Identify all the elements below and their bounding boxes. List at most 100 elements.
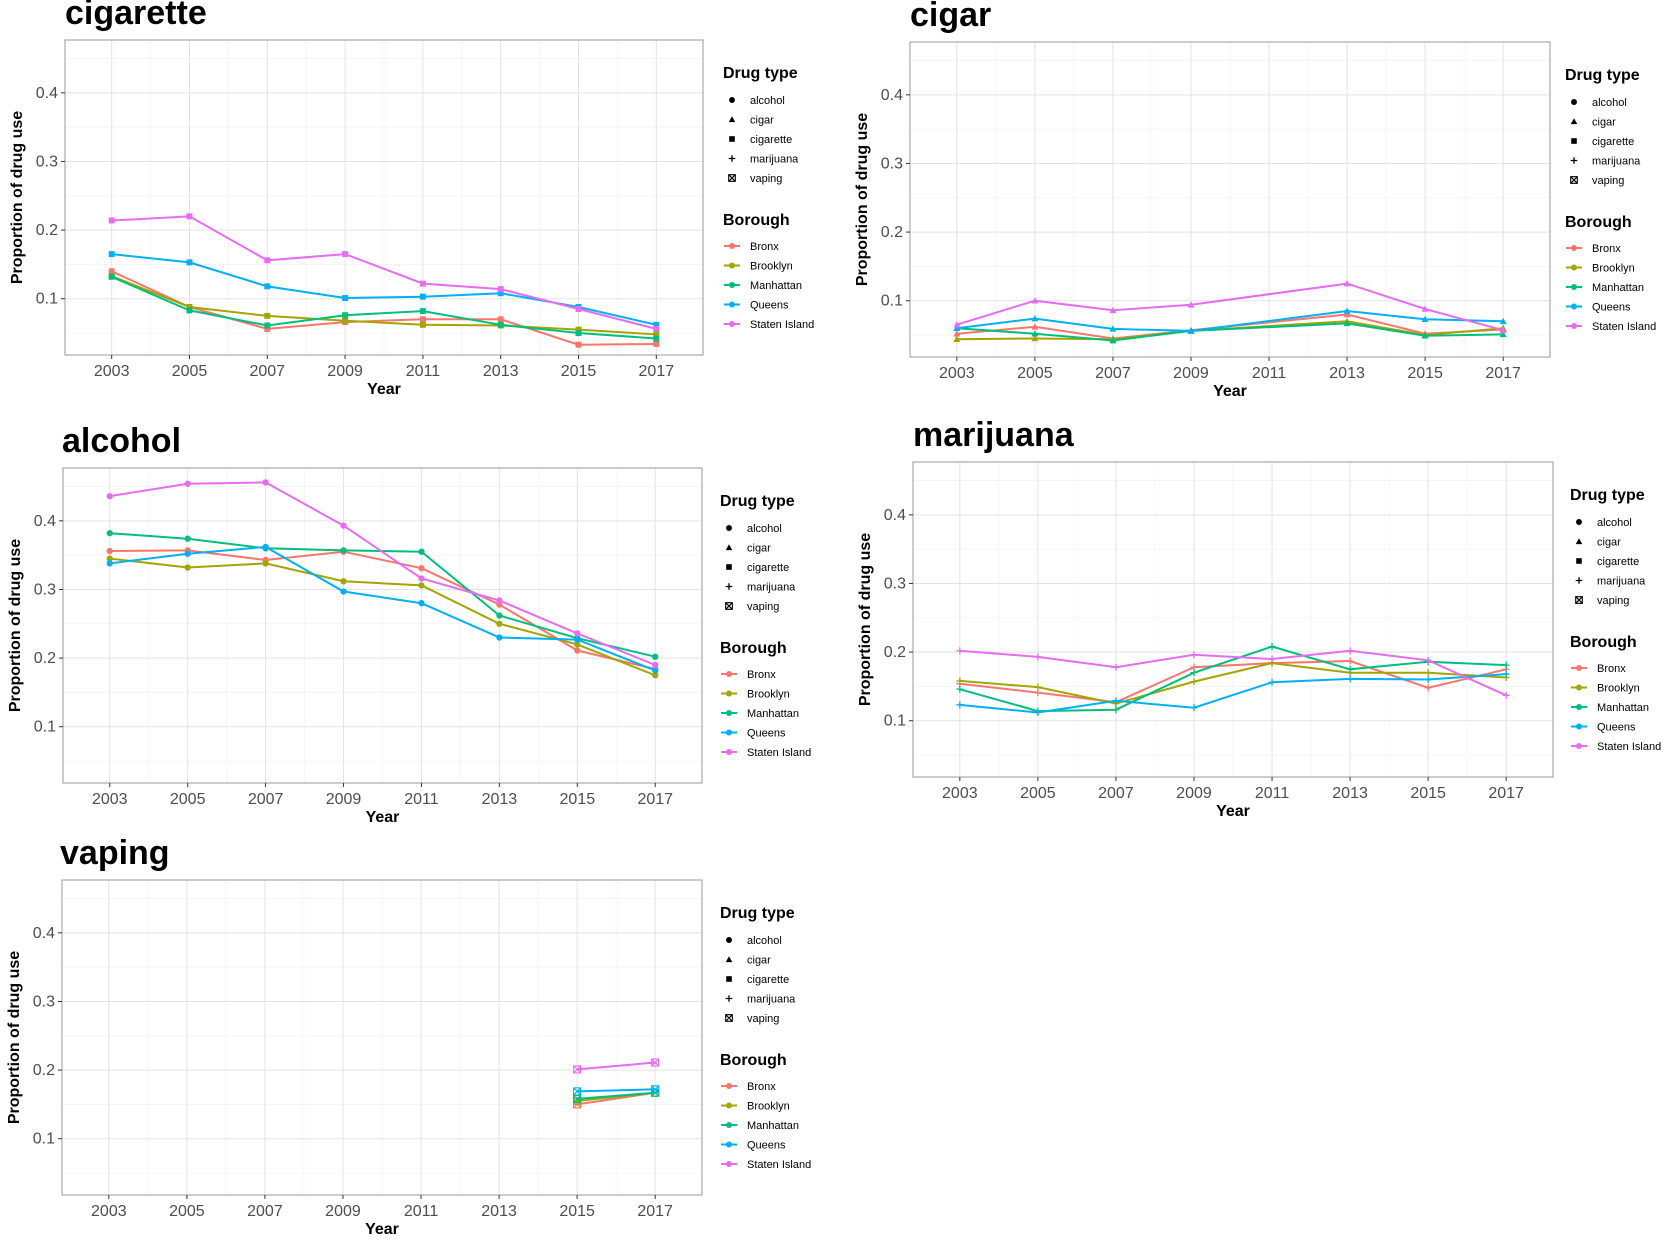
series-line <box>577 1091 656 1100</box>
series-queens <box>953 307 1507 334</box>
data-point <box>108 217 115 224</box>
data-point <box>418 575 425 582</box>
legend-item-label: Bronx <box>750 241 779 253</box>
chart-panel-marijuana: marijuana 0.1 0.2 0.3 0.4 2003 2005 2007 2009 201… <box>857 416 1661 820</box>
legend-key-dot <box>1571 245 1577 251</box>
legend-key-dot <box>729 301 735 308</box>
legend-item-label: vaping <box>747 601 779 613</box>
chart-title: vaping <box>60 834 170 872</box>
data-point <box>106 560 113 567</box>
legend-item-label: Brooklyn <box>750 261 793 273</box>
x-tick-label: 2013 <box>482 791 518 808</box>
legend-key-dot <box>1571 303 1577 310</box>
x-tick-label: 2015 <box>560 791 596 808</box>
x-tick-label: 2013 <box>1329 365 1365 382</box>
data-point <box>340 578 347 585</box>
data-point <box>418 565 425 572</box>
data-point <box>340 547 347 554</box>
legend-key-dot <box>1576 704 1582 710</box>
data-point <box>1343 319 1351 327</box>
y-tick-label: 0.4 <box>881 87 903 104</box>
series-line <box>577 1088 656 1093</box>
series-queens <box>956 670 1510 716</box>
data-point <box>1502 670 1510 678</box>
chart-panel-vaping: vaping 0.1 0.2 0.3 0.4 2003 2005 2007 2009 2011 20… <box>6 834 811 1238</box>
x-tick-label: 2011 <box>1252 365 1287 382</box>
legend-key-vaping-icon <box>1575 596 1583 604</box>
x-tick-label: 2011 <box>1255 785 1290 802</box>
x-tick-label: 2017 <box>639 363 675 380</box>
x-tick-label: 2003 <box>942 785 978 802</box>
legend-item-label: cigar <box>747 543 771 555</box>
legend-item-label: marijuana <box>747 994 796 1006</box>
data-point <box>1268 643 1276 651</box>
legend-key-dot <box>1576 723 1582 730</box>
series-line <box>959 673 1507 714</box>
legend-key-dot <box>726 1161 732 1167</box>
data-point <box>108 268 115 275</box>
data-point <box>262 543 269 551</box>
data-point <box>652 653 659 660</box>
x-tick-label: 2015 <box>559 1203 595 1220</box>
data-point <box>262 479 269 486</box>
data-point <box>340 588 347 595</box>
data-point <box>1502 661 1510 669</box>
data-point <box>418 548 425 555</box>
legend: Drug type alcohol cigar cigarette marijuana v… <box>723 65 814 331</box>
legend-item-label: cigarette <box>1597 556 1639 568</box>
y-tick-label: 0.3 <box>36 153 58 170</box>
x-tick-label: 2005 <box>170 791 206 808</box>
legend-item-label: Brooklyn <box>747 1101 790 1113</box>
legend-item-label: vaping <box>1597 595 1629 607</box>
legend-key-alcohol-icon <box>1576 519 1582 525</box>
data-point <box>1034 683 1042 691</box>
data-point <box>956 701 964 709</box>
data-point <box>108 251 115 258</box>
data-point <box>1268 678 1276 686</box>
legend-item-label: Bronx <box>747 669 776 681</box>
data-point <box>106 555 113 562</box>
legend-key-cigarette-icon <box>726 564 732 570</box>
legend-item-label: marijuana <box>1592 156 1641 168</box>
legend-key-marijuana-icon <box>728 155 736 162</box>
data-point <box>1343 307 1351 314</box>
legend-item-label: Staten Island <box>750 319 814 331</box>
data-point <box>953 335 961 342</box>
x-tick-label: 2017 <box>637 791 673 808</box>
data-point <box>1268 655 1276 663</box>
series-staten-island <box>953 280 1507 334</box>
data-point <box>651 1085 660 1094</box>
x-tick-label: 2009 <box>1176 785 1212 802</box>
legend-title-borough: Borough <box>720 1052 787 1069</box>
legend-key-dot <box>726 1122 732 1128</box>
data-point <box>419 316 426 323</box>
series-queens <box>106 543 659 674</box>
y-tick-label: 0.2 <box>33 1062 55 1079</box>
chart-panel-alcohol: alcohol 0.1 0.2 0.3 0.4 2003 2005 2007 2009 2011 2… <box>7 422 811 826</box>
x-tick-label: 2013 <box>481 1203 517 1220</box>
x-tick-label: 2017 <box>1488 785 1524 802</box>
data-point <box>496 620 503 627</box>
x-tick-label: 2007 <box>1095 365 1131 382</box>
series-line <box>111 215 657 330</box>
x-axis-label: Year <box>366 809 400 826</box>
legend-item-label: vaping <box>1592 175 1624 187</box>
data-point <box>1346 647 1354 655</box>
legend-key-dot <box>729 321 735 327</box>
plot-border <box>64 39 704 356</box>
legend-key-cigarette-icon <box>1571 138 1577 144</box>
legend-item-label: Bronx <box>1597 663 1626 675</box>
data-point <box>1346 657 1354 665</box>
data-point <box>1112 706 1120 714</box>
data-point <box>1031 297 1039 304</box>
x-tick-label: 2011 <box>404 791 439 808</box>
data-point <box>497 286 504 293</box>
data-point <box>496 612 503 619</box>
data-point <box>418 582 425 589</box>
legend-key-dot <box>726 729 732 736</box>
data-point <box>575 341 582 348</box>
legend-title-drug: Drug type <box>720 905 795 922</box>
legend-title-drug: Drug type <box>1565 67 1640 84</box>
legend: Drug type alcohol cigar cigarette marijuana v… <box>1570 487 1661 753</box>
